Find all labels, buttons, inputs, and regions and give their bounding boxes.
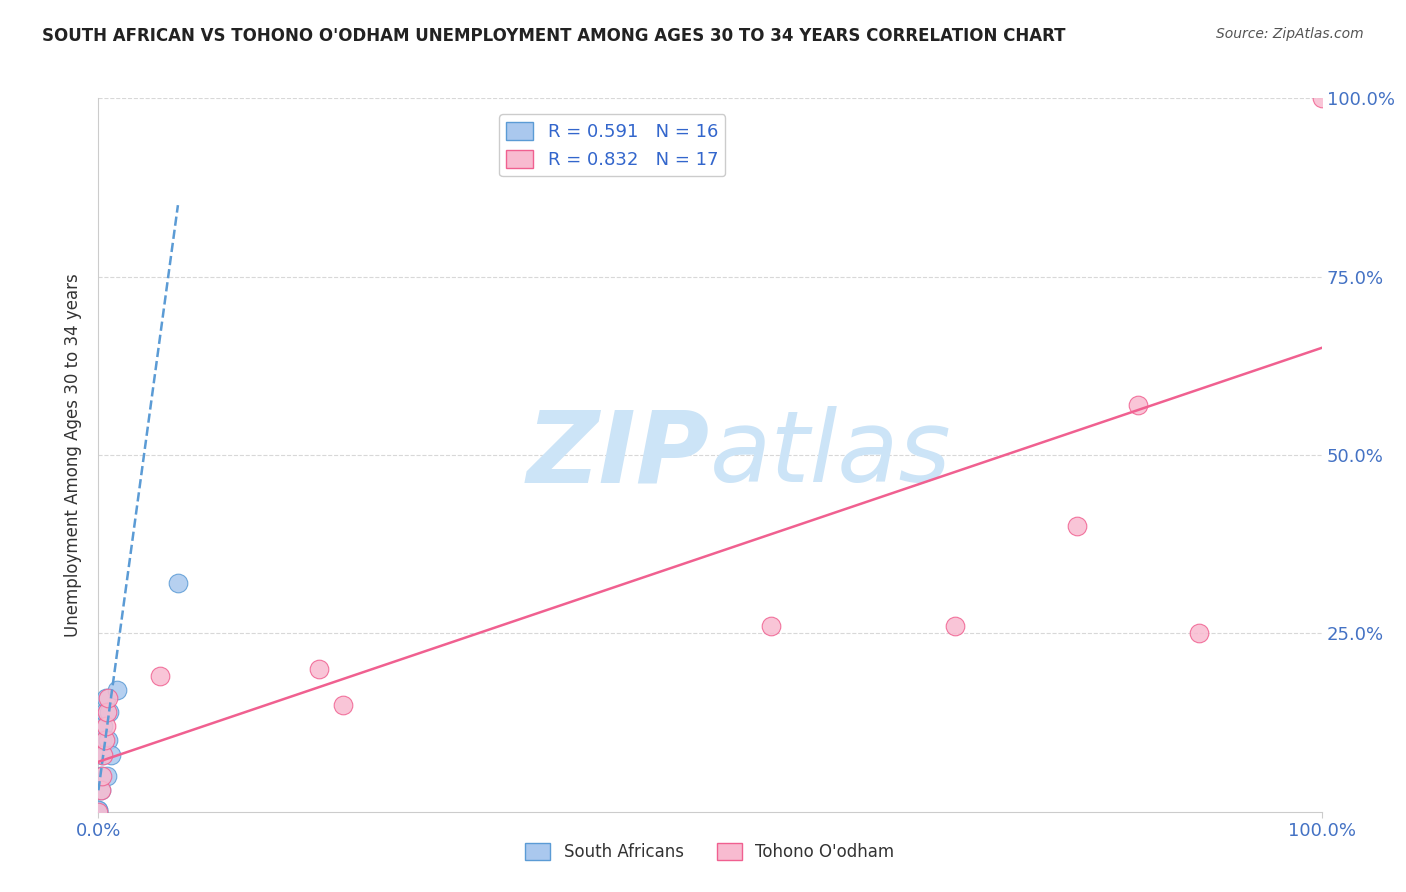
Point bbox=[93, 705, 115, 719]
Point bbox=[87, 803, 110, 817]
Point bbox=[96, 705, 118, 719]
Point bbox=[90, 769, 112, 783]
Point bbox=[91, 747, 114, 762]
Text: Source: ZipAtlas.com: Source: ZipAtlas.com bbox=[1216, 27, 1364, 41]
Point bbox=[87, 803, 110, 817]
Point bbox=[761, 619, 783, 633]
Point bbox=[96, 769, 118, 783]
Legend: South Africans, Tohono O'odham: South Africans, Tohono O'odham bbox=[519, 836, 901, 868]
Point bbox=[332, 698, 354, 712]
Point bbox=[91, 747, 114, 762]
Point bbox=[943, 619, 966, 633]
Text: ZIP: ZIP bbox=[527, 407, 710, 503]
Point bbox=[93, 733, 115, 747]
Point bbox=[87, 805, 110, 819]
Point bbox=[91, 733, 114, 747]
Point bbox=[90, 783, 112, 797]
Point bbox=[100, 747, 122, 762]
Point bbox=[167, 576, 190, 591]
Point bbox=[91, 719, 114, 733]
Point bbox=[98, 705, 121, 719]
Point bbox=[91, 769, 114, 783]
Point bbox=[1128, 398, 1150, 412]
Point bbox=[149, 669, 172, 683]
Point bbox=[1188, 626, 1211, 640]
Point bbox=[87, 805, 110, 819]
Text: SOUTH AFRICAN VS TOHONO O'ODHAM UNEMPLOYMENT AMONG AGES 30 TO 34 YEARS CORRELATI: SOUTH AFRICAN VS TOHONO O'ODHAM UNEMPLOY… bbox=[42, 27, 1066, 45]
Point bbox=[97, 733, 120, 747]
Point bbox=[1066, 519, 1088, 533]
Point bbox=[105, 683, 128, 698]
Text: atlas: atlas bbox=[710, 407, 952, 503]
Point bbox=[1310, 91, 1333, 105]
Y-axis label: Unemployment Among Ages 30 to 34 years: Unemployment Among Ages 30 to 34 years bbox=[65, 273, 83, 637]
Point bbox=[97, 690, 120, 705]
Point bbox=[308, 662, 330, 676]
Point bbox=[90, 783, 112, 797]
Point bbox=[94, 690, 117, 705]
Point bbox=[94, 719, 117, 733]
